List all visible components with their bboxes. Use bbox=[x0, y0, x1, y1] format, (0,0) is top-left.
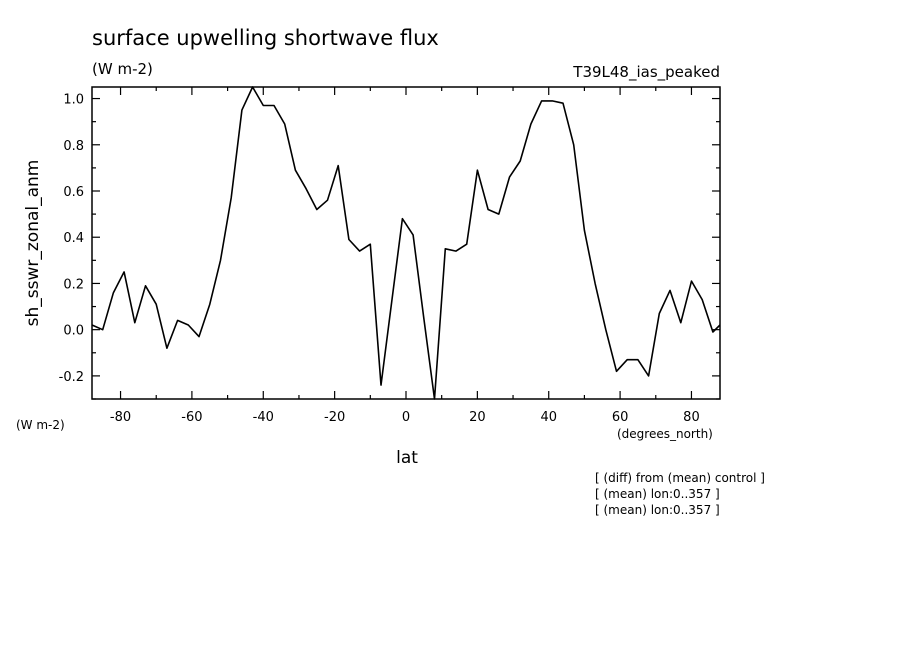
plot-frame bbox=[91, 86, 721, 400]
y-tick-label: 0.4 bbox=[63, 231, 84, 246]
experiment-label: T39L48_ias_peaked bbox=[572, 63, 720, 82]
x-tick-label: 0 bbox=[402, 410, 410, 425]
tick-labels: -80 -60 -40 -20 0 20 40 60 80 -0.2 0.0 0.2 0.4 0.6 0.8… bbox=[59, 93, 700, 425]
x-tick-label: 40 bbox=[540, 410, 557, 425]
x-tick-label: -40 bbox=[253, 410, 274, 425]
title-units: (W m-2) bbox=[92, 60, 153, 78]
y-tick-label: 0.6 bbox=[63, 185, 84, 200]
x-tick-label: -20 bbox=[324, 410, 345, 425]
y-axis-label: sh_sswr_zonal_anm bbox=[23, 160, 43, 327]
x-axis-label: lat bbox=[396, 448, 418, 468]
y-tick-label: 0.8 bbox=[63, 139, 84, 154]
x-tick-label: 60 bbox=[612, 410, 629, 425]
y-tick-label: -0.2 bbox=[59, 370, 84, 385]
series-line bbox=[91, 86, 721, 400]
x-tick-label: -60 bbox=[181, 410, 202, 425]
y-tick-label: 1.0 bbox=[63, 93, 84, 108]
x-tick-label: 80 bbox=[683, 410, 700, 425]
ticks bbox=[92, 87, 720, 400]
note-line: [ (mean) lon:0..357 ] bbox=[595, 487, 720, 501]
y-tick-label: 0.0 bbox=[63, 324, 84, 339]
y-tick-label: 0.2 bbox=[63, 277, 84, 292]
x-tick-label: 20 bbox=[469, 410, 486, 425]
x-tick-label: -80 bbox=[110, 410, 131, 425]
x-axis-units: (degrees_north) bbox=[617, 427, 713, 441]
note-line: [ (diff) from (mean) control ] bbox=[595, 471, 765, 485]
chart-title: surface upwelling shortwave flux bbox=[92, 26, 439, 50]
y-axis-units: (W m-2) bbox=[16, 418, 65, 432]
note-line: [ (mean) lon:0..357 ] bbox=[595, 503, 720, 517]
